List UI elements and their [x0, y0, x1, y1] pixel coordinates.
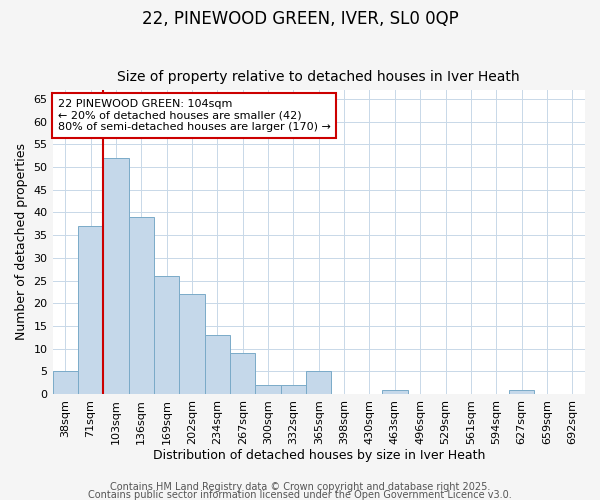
Bar [154, 276, 179, 394]
Bar [256, 385, 281, 394]
Text: 22 PINEWOOD GREEN: 104sqm
← 20% of detached houses are smaller (42)
80% of semi-: 22 PINEWOOD GREEN: 104sqm ← 20% of detac… [58, 99, 331, 132]
Bar [205, 335, 230, 394]
Text: Contains HM Land Registry data © Crown copyright and database right 2025.: Contains HM Land Registry data © Crown c… [110, 482, 490, 492]
Bar [281, 385, 306, 394]
Bar [78, 226, 103, 394]
Title: Size of property relative to detached houses in Iver Heath: Size of property relative to detached ho… [118, 70, 520, 85]
Y-axis label: Number of detached properties: Number of detached properties [15, 144, 28, 340]
Bar [53, 372, 78, 394]
Bar [179, 294, 205, 394]
Bar [230, 353, 256, 394]
Bar [128, 217, 154, 394]
Bar [509, 390, 534, 394]
Text: 22, PINEWOOD GREEN, IVER, SL0 0QP: 22, PINEWOOD GREEN, IVER, SL0 0QP [142, 10, 458, 28]
Bar [103, 158, 128, 394]
X-axis label: Distribution of detached houses by size in Iver Heath: Distribution of detached houses by size … [152, 450, 485, 462]
Bar [382, 390, 407, 394]
Text: Contains public sector information licensed under the Open Government Licence v3: Contains public sector information licen… [88, 490, 512, 500]
Bar [306, 372, 331, 394]
